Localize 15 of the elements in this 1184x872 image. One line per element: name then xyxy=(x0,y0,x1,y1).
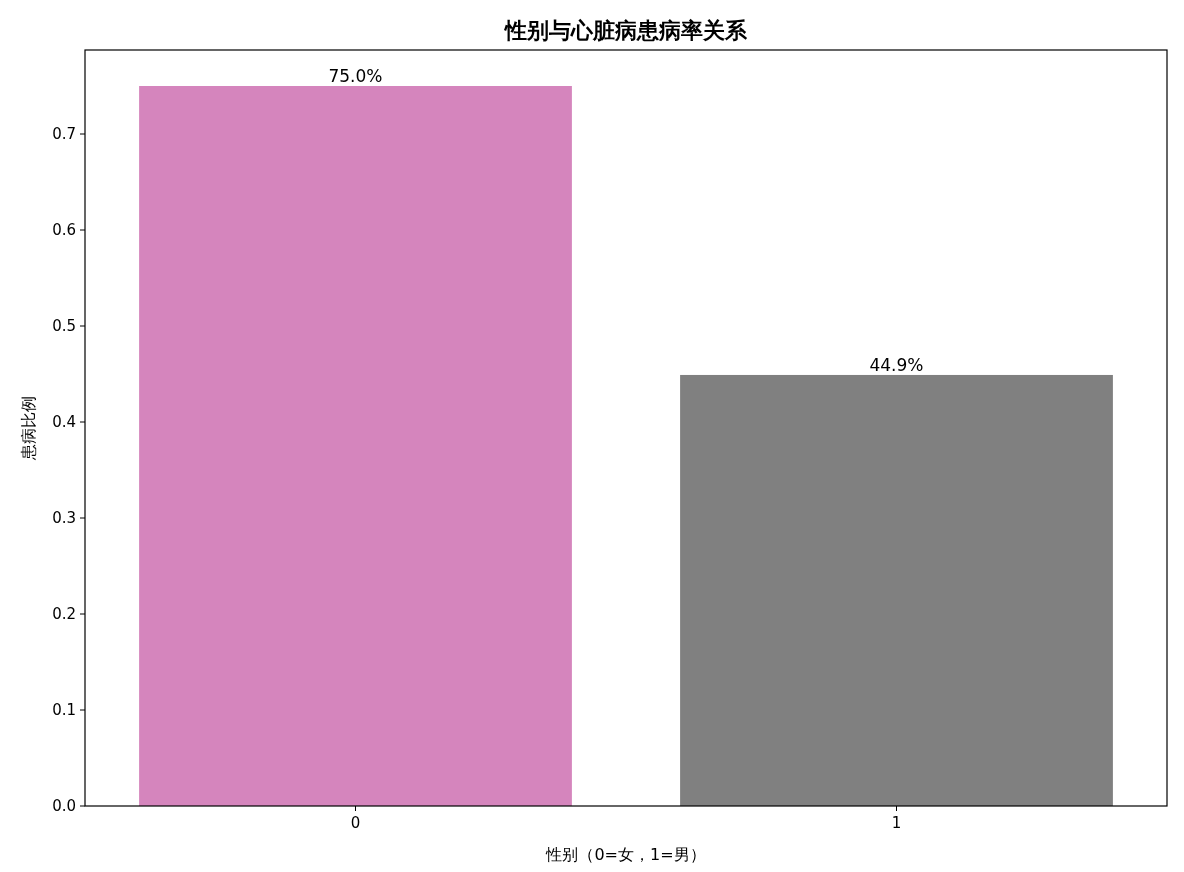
data-label: 75.0% xyxy=(328,66,383,86)
data-label: 44.9% xyxy=(869,354,924,375)
y-tick-label: 0.1 xyxy=(52,701,76,720)
y-tick-label: 0.6 xyxy=(52,221,76,240)
y-tick-label: 0.2 xyxy=(52,605,76,624)
y-tick-label: 0.4 xyxy=(52,413,76,432)
x-tick-label: 1 xyxy=(891,814,902,832)
x-tick-label: 0 xyxy=(350,814,361,832)
x-axis-title: 性别（0=女，1=男） xyxy=(545,845,706,864)
y-tick-label: 0.3 xyxy=(52,509,76,528)
chart-title: 性别与心脏病患病率关系 xyxy=(503,18,748,43)
y-tick-label: 0.5 xyxy=(52,317,76,336)
y-tick-label: 0.7 xyxy=(52,125,76,144)
y-axis-title: 患病比例 xyxy=(19,396,38,461)
y-tick-label: 0.0 xyxy=(52,797,76,816)
